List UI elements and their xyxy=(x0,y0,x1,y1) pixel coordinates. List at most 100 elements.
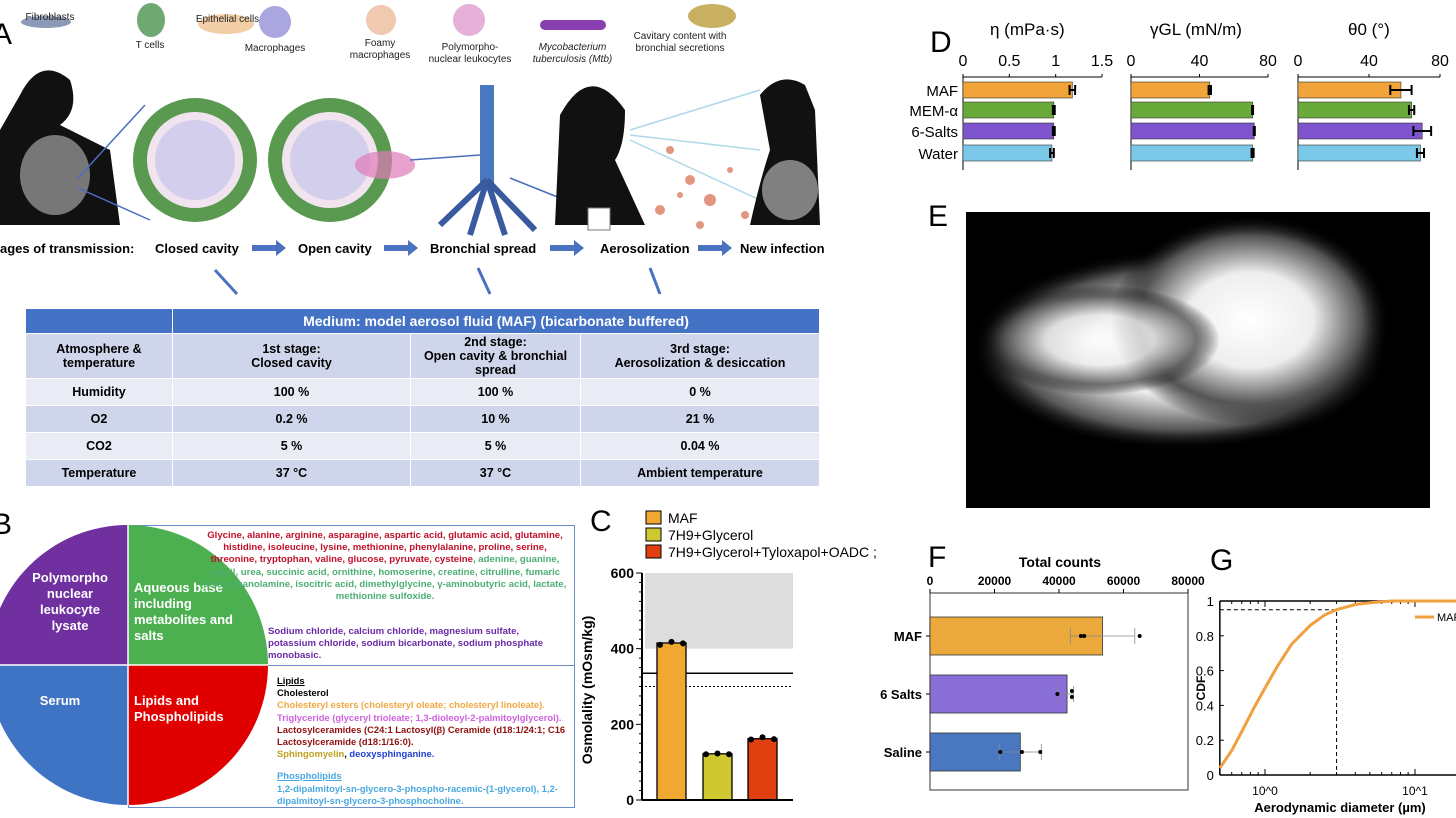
chart-d-plots: MAF MEM-α 6-Salts Water 0 0.5 1 1.5 0 40 80 0 40 80 xyxy=(909,53,1449,170)
double-arrow-icon xyxy=(476,267,492,295)
pie-slice-serum xyxy=(0,665,128,805)
panel-label-f: F xyxy=(928,541,946,574)
panel-label-d: D xyxy=(930,26,952,59)
metabolites-text: , adenine, guanine, uracil, urea, succin… xyxy=(203,554,567,603)
lungs-icon xyxy=(20,135,90,215)
chart-g-xlabel: Aerodynamic diameter (µm) xyxy=(1254,800,1425,815)
table-row: O2 0.2 % 10 % 21 % xyxy=(25,405,820,433)
bar xyxy=(1130,101,1253,119)
data-point xyxy=(1055,692,1060,696)
lipids-list: Lipids Cholesterol Cholesteryl esters (c… xyxy=(277,675,577,807)
x-tick-label: 0 xyxy=(959,53,968,70)
lipid-sphingomyelin: Sphingomyelin xyxy=(277,748,345,760)
lipid-chol-esters: Cholesteryl esters (cholesteryl oleate; … xyxy=(277,699,545,711)
composition-pie xyxy=(0,525,268,805)
table-row: Temperature 37 °C 37 °C Ambient temperature xyxy=(25,459,820,487)
cell-label-line: Foamy xyxy=(364,38,396,49)
bar xyxy=(1130,122,1255,140)
pie-label-aqueous: Aqueous base including metabolites and s… xyxy=(134,580,233,643)
error-bar xyxy=(1051,126,1056,136)
bar xyxy=(962,101,1055,119)
reference-range-band xyxy=(645,573,793,649)
chart-d-xlabel-contact-angle: θ0 (°) xyxy=(1348,20,1390,39)
data-point xyxy=(771,736,777,743)
x-tick-label: 80 xyxy=(1431,53,1449,70)
pie-slice-lipids xyxy=(128,665,268,805)
cell-label-foamy-macrophages: Foamy macrophages xyxy=(345,38,415,62)
stage3-header: 3rd stage: Aerosolization & desiccation xyxy=(580,333,820,379)
y-tick-label: 600 xyxy=(611,565,635,581)
data-point xyxy=(1069,689,1074,693)
double-arrow-icon xyxy=(213,268,239,296)
chart-f-xlabel: Total counts xyxy=(1019,554,1101,570)
stages-label: ages of transmission: xyxy=(0,241,135,256)
bar xyxy=(656,642,687,801)
x-tick-label: 1 xyxy=(1051,53,1060,70)
x-tick-label: 20000 xyxy=(978,574,1012,588)
cell-label-pmn: Polymorpho-nuclear leukocytes xyxy=(425,42,515,66)
pie-slice-pmn xyxy=(0,525,128,665)
cell-label-line: macrophages xyxy=(349,50,411,61)
y-tick-label: 400 xyxy=(611,641,635,657)
error-bar xyxy=(1051,105,1056,115)
panel-label-a: A xyxy=(0,18,13,51)
y-tick-label: 1 xyxy=(1207,594,1214,609)
epithelial-cell-icon xyxy=(198,14,254,34)
stage-new-infection: New infection xyxy=(740,241,825,256)
cell: Ambient temperature xyxy=(580,459,820,487)
cell-label-line: bronchial secretions xyxy=(635,43,725,54)
zoom-line xyxy=(77,187,151,221)
data-point xyxy=(703,751,709,758)
data-point xyxy=(657,641,663,648)
bar xyxy=(747,738,778,801)
row-header-label: Atmosphere & temperature xyxy=(25,333,173,379)
error-bar xyxy=(1250,148,1255,158)
lipid-cholesterol: Cholesterol xyxy=(277,687,329,699)
y-tick-label: 0.8 xyxy=(1196,629,1214,644)
x-tick-label: 80 xyxy=(1259,53,1277,70)
cell: 0.04 % xyxy=(580,432,820,460)
panel-label-e: E xyxy=(928,200,948,233)
macrophage-icon xyxy=(259,6,291,38)
data-point xyxy=(759,734,766,741)
data-point xyxy=(1019,750,1024,754)
row-name: O2 xyxy=(25,405,173,433)
stage-subtitle: Aerosolization & desiccation xyxy=(614,356,786,370)
cell-label-epithelial: Epithelial cells xyxy=(195,14,260,25)
error-bar xyxy=(1252,126,1256,136)
y-tick-label: 0.6 xyxy=(1196,664,1214,679)
bar xyxy=(1297,144,1421,162)
mtb-icon xyxy=(540,20,606,30)
chart-c-ylabel: Osmolality (mOsm/kg) xyxy=(579,616,595,765)
bar xyxy=(1297,101,1412,119)
data-point xyxy=(1137,634,1142,638)
double-arrow-icon xyxy=(648,267,662,295)
chart-d-xlabel-surface-tension: γGL (mN/m) xyxy=(1150,20,1242,39)
transmission-illustration xyxy=(0,3,820,236)
bar xyxy=(1297,122,1423,140)
legend-label-7h9: 7H9+Glycerol xyxy=(668,527,753,543)
x-tick-label: 80000 xyxy=(1171,574,1205,588)
cell-label-line: Cavitary content with xyxy=(633,31,727,42)
bar xyxy=(1130,144,1253,162)
data-point xyxy=(748,736,754,743)
x-tick-label: 0 xyxy=(927,574,934,588)
table-row: Humidity 100 % 100 % 0 % xyxy=(25,378,820,406)
data-point xyxy=(1038,750,1043,754)
aerosol-droplets-icon xyxy=(655,146,749,229)
category-label: Water xyxy=(919,146,958,163)
stage-open-cavity: Open cavity xyxy=(298,241,372,256)
panel-label-b: B xyxy=(0,508,13,541)
error-bar xyxy=(1251,105,1255,115)
table-corner xyxy=(25,308,173,334)
chart-g-ylabel: CDF xyxy=(1194,676,1208,701)
person-speaking-icon xyxy=(555,86,645,225)
bar xyxy=(702,753,733,801)
chart-g-plot: 0 0.2 0.4 0.6 0.8 1 MAF xyxy=(1196,594,1456,783)
pie-label-lipids: Lipids and Phospholipids xyxy=(134,693,224,724)
cell-label-cavitary: Cavitary content with bronchial secretion… xyxy=(620,31,740,55)
reference-lines xyxy=(1219,609,1338,775)
stage-title: 2nd stage: xyxy=(464,335,527,349)
data-point xyxy=(1078,634,1083,638)
composition-divider xyxy=(128,665,575,666)
